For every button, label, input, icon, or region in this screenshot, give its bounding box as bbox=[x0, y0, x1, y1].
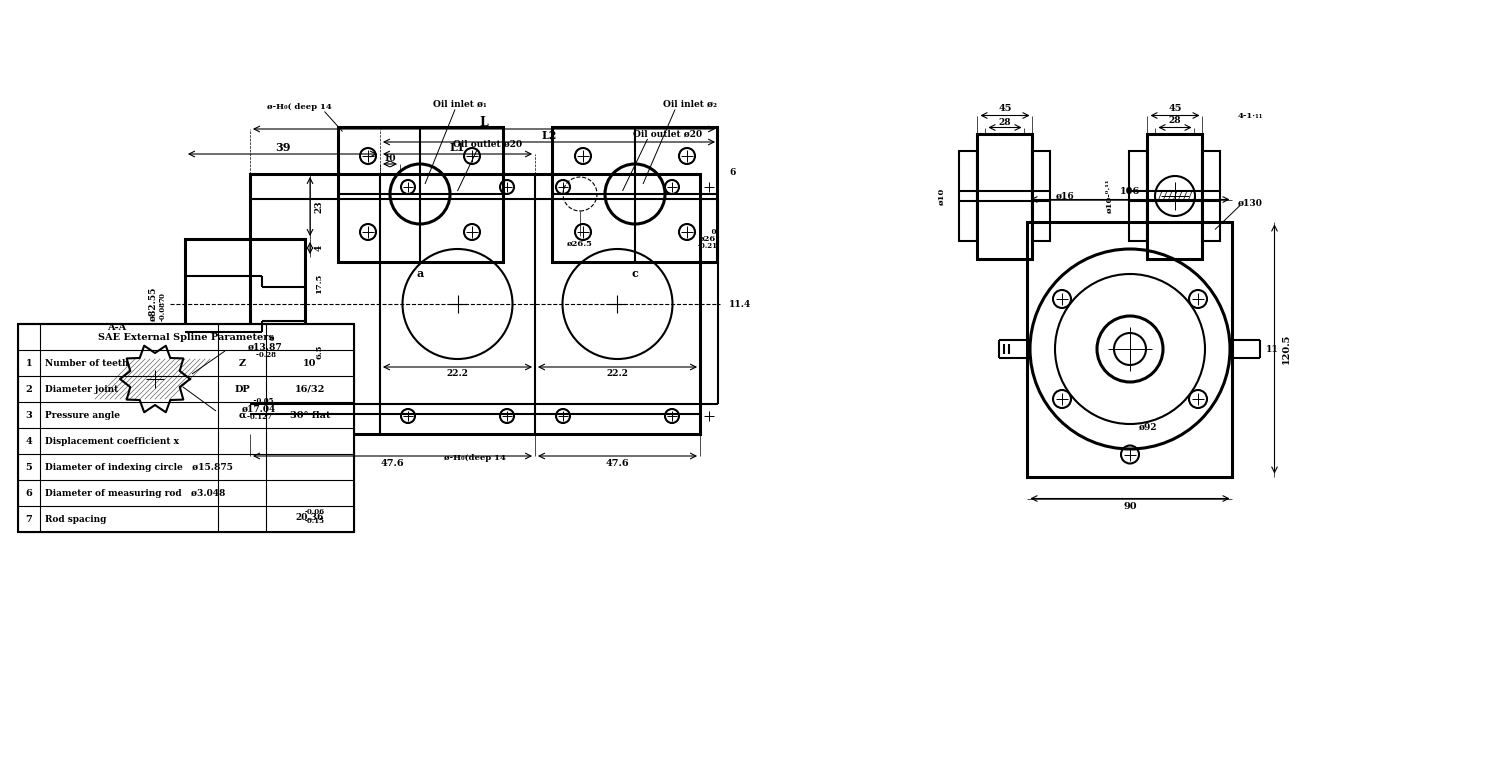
Text: L2: L2 bbox=[542, 130, 556, 141]
Text: SAE External Spline Parameters: SAE External Spline Parameters bbox=[98, 332, 274, 342]
Text: 7: 7 bbox=[26, 514, 33, 523]
Text: ø26: ø26 bbox=[699, 235, 715, 243]
Text: c: c bbox=[632, 268, 639, 279]
Text: Diameter joint: Diameter joint bbox=[45, 384, 118, 393]
Text: Oil outlet ø20: Oil outlet ø20 bbox=[453, 140, 522, 148]
Text: ø92: ø92 bbox=[1138, 422, 1158, 432]
Bar bbox=[552, 127, 717, 261]
Text: 90: 90 bbox=[1124, 502, 1137, 511]
Bar bbox=[1203, 151, 1221, 241]
Text: A-A: A-A bbox=[108, 322, 126, 332]
Text: Displacement coefficient x: Displacement coefficient x bbox=[45, 436, 178, 445]
Text: 1: 1 bbox=[26, 358, 33, 367]
Text: 5: 5 bbox=[26, 462, 33, 471]
Bar bbox=[18, 324, 354, 532]
Text: 22.2: 22.2 bbox=[447, 368, 468, 377]
Text: ø17.04: ø17.04 bbox=[242, 404, 276, 413]
Text: 28: 28 bbox=[1168, 116, 1182, 125]
Text: 10: 10 bbox=[384, 154, 396, 163]
Text: -0.127: -0.127 bbox=[242, 413, 272, 421]
Text: 2: 2 bbox=[26, 384, 33, 393]
Bar bbox=[1148, 134, 1203, 258]
Text: ø16: ø16 bbox=[1056, 192, 1076, 200]
Text: 106: 106 bbox=[1120, 187, 1140, 196]
Text: 11: 11 bbox=[1266, 345, 1280, 354]
Text: 3: 3 bbox=[26, 410, 33, 419]
Text: 10: 10 bbox=[303, 358, 316, 367]
Text: ø13.87: ø13.87 bbox=[248, 342, 282, 351]
Text: 6: 6 bbox=[26, 488, 33, 497]
Bar bbox=[1032, 151, 1050, 241]
Text: 0: 0 bbox=[159, 293, 166, 299]
Text: Pressure angle: Pressure angle bbox=[45, 410, 120, 419]
Text: 4: 4 bbox=[26, 436, 33, 445]
Text: Oil inlet ø₂: Oil inlet ø₂ bbox=[663, 100, 717, 109]
Text: Rod spacing: Rod spacing bbox=[45, 514, 106, 523]
Text: a: a bbox=[417, 268, 423, 279]
Text: 47.6: 47.6 bbox=[381, 458, 405, 468]
Text: 28: 28 bbox=[999, 118, 1011, 127]
Text: 6: 6 bbox=[729, 167, 735, 176]
Text: 120.5: 120.5 bbox=[1282, 334, 1292, 364]
Text: ø-H₀(deep 14: ø-H₀(deep 14 bbox=[444, 454, 506, 462]
Text: 47.6: 47.6 bbox=[606, 458, 630, 468]
Text: ø10: ø10 bbox=[938, 187, 945, 205]
Text: 0: 0 bbox=[252, 335, 274, 343]
Text: 45: 45 bbox=[1168, 104, 1182, 113]
Text: 6.5: 6.5 bbox=[315, 345, 322, 359]
Text: 11.4: 11.4 bbox=[729, 299, 752, 309]
Text: 22.2: 22.2 bbox=[606, 368, 628, 377]
Text: DP: DP bbox=[234, 384, 250, 393]
Text: -0.21: -0.21 bbox=[698, 242, 717, 250]
Text: L: L bbox=[480, 115, 489, 128]
Bar bbox=[960, 151, 978, 241]
Bar bbox=[1028, 222, 1233, 477]
Text: ø-H₀( deep 14: ø-H₀( deep 14 bbox=[267, 102, 332, 111]
Text: Oil inlet ø₁: Oil inlet ø₁ bbox=[433, 100, 488, 109]
Bar bbox=[184, 239, 304, 364]
Text: Z: Z bbox=[238, 358, 246, 367]
Text: -0.28: -0.28 bbox=[251, 351, 276, 359]
Text: L1: L1 bbox=[450, 141, 465, 153]
Text: 4: 4 bbox=[315, 245, 324, 251]
Text: -0.05: -0.05 bbox=[242, 397, 273, 405]
Text: 20.36: 20.36 bbox=[296, 513, 324, 522]
Text: 4-1·₁₁: 4-1·₁₁ bbox=[1238, 112, 1263, 119]
Bar bbox=[1130, 151, 1148, 241]
Text: 39: 39 bbox=[274, 141, 291, 153]
Text: 45: 45 bbox=[998, 104, 1011, 113]
Text: Diameter of indexing circle   ø15.875: Diameter of indexing circle ø15.875 bbox=[45, 462, 232, 471]
Text: ø82.55: ø82.55 bbox=[148, 286, 158, 321]
Bar bbox=[978, 134, 1032, 258]
Text: ø10-⁰·¹¹: ø10-⁰·¹¹ bbox=[1106, 179, 1113, 213]
Text: Diameter of measuring rod   ø3.048: Diameter of measuring rod ø3.048 bbox=[45, 488, 225, 497]
Text: 23: 23 bbox=[315, 200, 324, 213]
Text: -0.15: -0.15 bbox=[304, 517, 326, 525]
Text: -0.087: -0.087 bbox=[159, 296, 166, 322]
Text: -0.06: -0.06 bbox=[304, 508, 326, 516]
Text: 0: 0 bbox=[699, 228, 715, 236]
Text: Number of teeth: Number of teeth bbox=[45, 358, 129, 367]
Bar bbox=[338, 127, 502, 261]
Text: 17.5: 17.5 bbox=[315, 274, 322, 294]
Text: 16/32: 16/32 bbox=[296, 384, 326, 393]
Text: 30° flat: 30° flat bbox=[290, 410, 330, 419]
Bar bbox=[251, 174, 701, 434]
Text: Oil outlet ø20: Oil outlet ø20 bbox=[633, 130, 702, 138]
Text: α: α bbox=[238, 410, 246, 419]
Text: ø26.5: ø26.5 bbox=[567, 240, 592, 248]
Text: ø130: ø130 bbox=[1238, 199, 1263, 208]
